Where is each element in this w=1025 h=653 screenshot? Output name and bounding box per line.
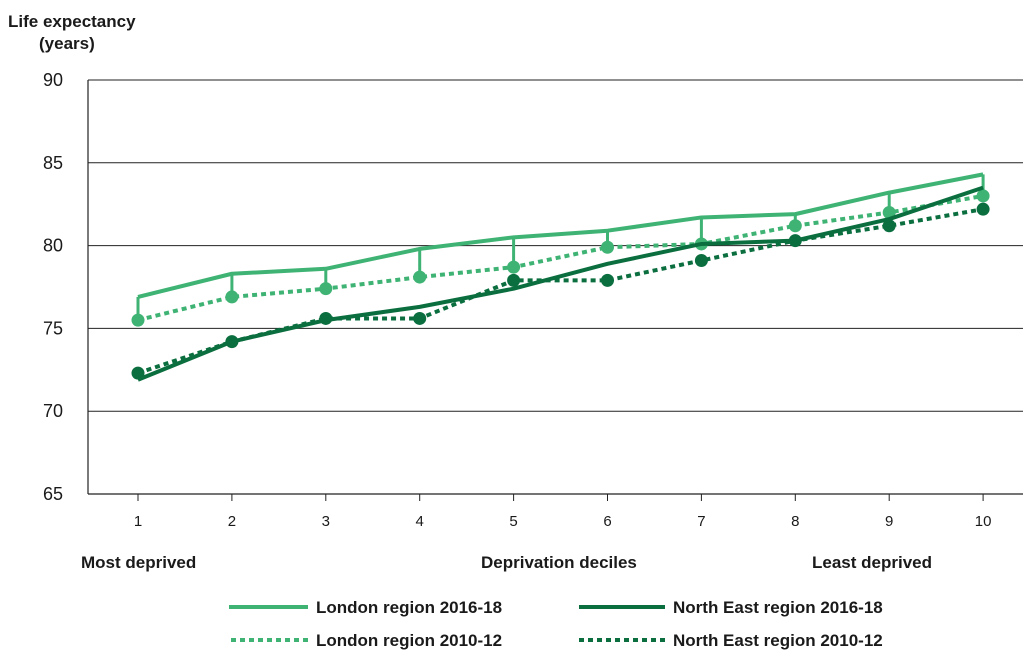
x-tick-label: 5 <box>509 513 517 530</box>
x-tick-label: 9 <box>885 513 893 530</box>
marker-london-region-2010-12 <box>507 260 521 274</box>
legend: London region 2016-18 North East region … <box>229 598 883 650</box>
x-tick-label: 4 <box>416 513 424 530</box>
legend-label-london-2010: London region 2010-12 <box>316 631 502 650</box>
x-tick-label: 3 <box>322 513 330 530</box>
marker-north-east-region-2010-12 <box>882 219 896 233</box>
y-tick-label: 90 <box>43 70 63 90</box>
x-axis-title: Deprivation deciles <box>481 553 637 572</box>
marker-london-region-2010-12 <box>131 313 145 327</box>
y-tick-label: 75 <box>43 318 63 338</box>
series-line-london-region-2010-12 <box>137 193 984 323</box>
y-tick-label: 85 <box>43 153 63 173</box>
marker-london-region-2010-12 <box>413 270 427 284</box>
y-axis-title-line1: Life expectancy <box>8 12 136 31</box>
marker-north-east-region-2010-12 <box>507 273 521 287</box>
marker-north-east-region-2010-12 <box>601 273 614 287</box>
x-tick-label: 7 <box>697 513 705 530</box>
grid-lines <box>87 79 1023 495</box>
x-tick-label: 2 <box>228 513 236 530</box>
marker-london-region-2010-12 <box>882 205 896 219</box>
marker-north-east-region-2010-12 <box>694 254 708 268</box>
x-tick-label: 6 <box>603 513 611 530</box>
series-line-london-region-2016-18 <box>137 172 984 299</box>
x-tick-labels: 1 2 3 4 5 6 7 8 9 10 <box>134 494 992 530</box>
y-tick-labels: 65 70 75 80 85 90 <box>43 70 63 504</box>
legend-label-north-east-2010: North East region 2010-12 <box>673 631 883 650</box>
legend-label-north-east-2016: North East region 2016-18 <box>673 598 883 617</box>
y-tick-label: 65 <box>43 484 63 504</box>
marker-london-region-2010-12 <box>601 240 614 254</box>
y-tick-label: 70 <box>43 401 63 421</box>
legend-label-london-2016: London region 2016-18 <box>316 598 502 617</box>
marker-london-region-2010-12 <box>976 189 990 203</box>
x-tick-label: 1 <box>134 513 142 530</box>
marker-london-region-2010-12 <box>788 219 802 233</box>
x-tick-label: 8 <box>791 513 799 530</box>
marker-north-east-region-2010-12 <box>413 311 427 325</box>
marker-london-region-2010-12 <box>319 282 333 296</box>
marker-london-region-2010-12 <box>225 290 239 304</box>
x-right-label: Least deprived <box>812 553 932 572</box>
y-tick-label: 80 <box>43 236 63 256</box>
y-axis-title: Life expectancy (years) <box>8 11 136 55</box>
x-left-label: Most deprived <box>81 553 197 572</box>
series-lines <box>131 172 990 382</box>
x-tick-label: 10 <box>975 513 992 530</box>
series-line-north-east-region-2016-18 <box>137 185 984 382</box>
y-axis-title-line2: (years) <box>39 34 95 53</box>
marker-north-east-region-2010-12 <box>976 202 990 216</box>
